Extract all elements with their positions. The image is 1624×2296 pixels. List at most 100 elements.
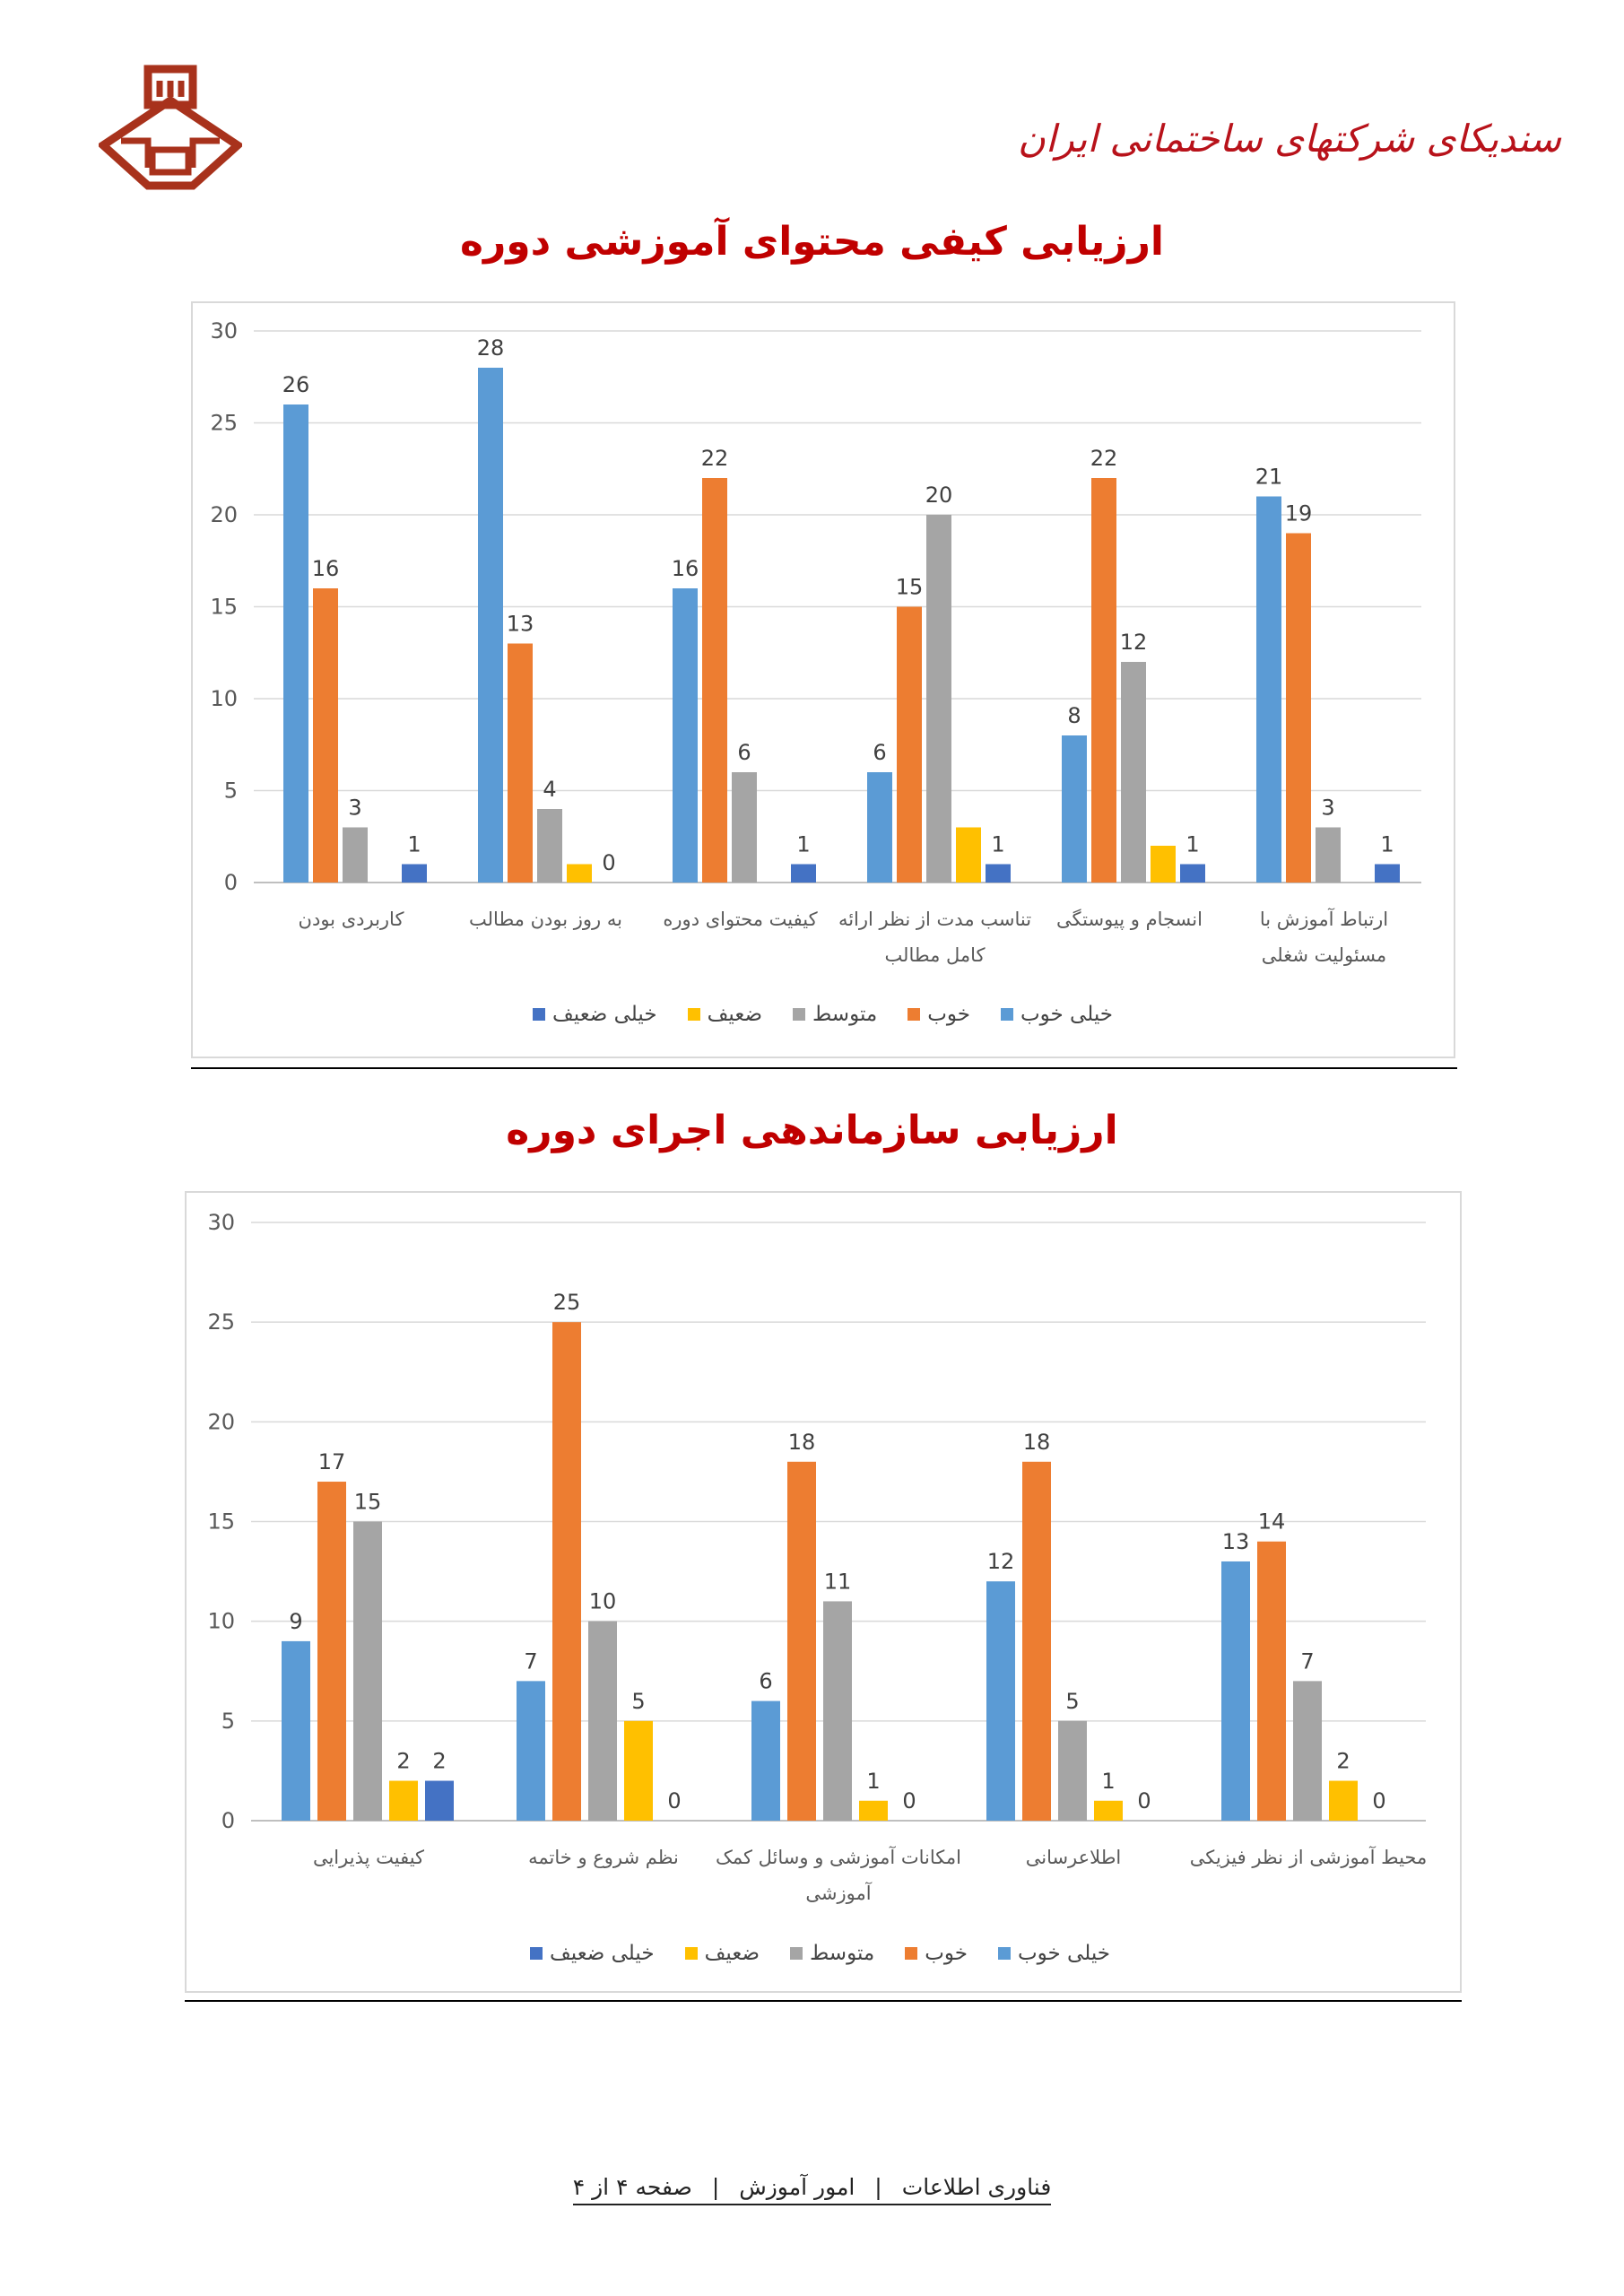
legend-label: متوسط bbox=[809, 1942, 875, 1965]
y-tick-label: 15 bbox=[210, 595, 238, 620]
data-label: 0 bbox=[1372, 1788, 1385, 1813]
legend-label: خوب bbox=[925, 1942, 968, 1965]
y-tick-label: 30 bbox=[210, 318, 238, 344]
bar bbox=[1180, 864, 1205, 883]
bar bbox=[1221, 1561, 1250, 1821]
legend-label: خیلی ضعیف bbox=[551, 1003, 657, 1026]
data-label: 14 bbox=[1258, 1509, 1286, 1535]
bar bbox=[787, 1461, 816, 1821]
data-label: 22 bbox=[1090, 446, 1118, 471]
bar bbox=[1257, 1541, 1286, 1821]
footer-separator: | bbox=[874, 2174, 882, 2200]
footer-separator: | bbox=[711, 2174, 720, 2200]
bar bbox=[926, 515, 951, 883]
bar bbox=[1375, 864, 1400, 883]
legend-swatch bbox=[532, 1008, 545, 1021]
data-label: 15 bbox=[354, 1490, 382, 1515]
bar bbox=[673, 588, 698, 883]
bar bbox=[552, 1322, 581, 1821]
bar bbox=[751, 1700, 780, 1821]
x-category-label: کیفیت پذیرایی bbox=[313, 1847, 424, 1868]
legend-swatch bbox=[1000, 1008, 1013, 1021]
y-tick-label: 20 bbox=[210, 502, 238, 527]
bar bbox=[282, 1640, 310, 1821]
bar bbox=[956, 827, 981, 883]
data-label: 5 bbox=[631, 1689, 645, 1714]
legend-item: خیلی خوب bbox=[997, 1942, 1110, 1965]
y-tick-label: 20 bbox=[207, 1409, 235, 1434]
bar bbox=[823, 1601, 852, 1821]
data-label: 3 bbox=[1321, 796, 1334, 821]
data-label: 26 bbox=[282, 372, 310, 397]
x-category-label: مسئولیت شغلی bbox=[1262, 944, 1386, 966]
bar bbox=[567, 864, 592, 883]
data-label: 6 bbox=[737, 740, 751, 765]
chart-1-title: ارزیابی کیفی محتوای آموزشی دوره bbox=[460, 219, 1164, 265]
x-category-label: نظم شروع و خاتمه bbox=[528, 1847, 679, 1869]
bar bbox=[791, 864, 816, 883]
data-label: 10 bbox=[589, 1589, 617, 1614]
legend-item: خیلی خوب bbox=[1000, 1003, 1113, 1026]
data-label: 17 bbox=[318, 1449, 346, 1474]
bar bbox=[402, 864, 427, 883]
data-label: 18 bbox=[1023, 1430, 1051, 1455]
data-label: 0 bbox=[602, 850, 615, 875]
legend-item: ضعیف bbox=[687, 1003, 762, 1026]
data-label: 25 bbox=[553, 1290, 581, 1315]
bar bbox=[343, 827, 368, 883]
legend-label: خیلی ضعیف bbox=[549, 1942, 655, 1965]
y-tick-label: 5 bbox=[224, 778, 238, 804]
bar bbox=[1256, 496, 1281, 883]
divider-2 bbox=[185, 2000, 1462, 2002]
footer-dept-it: فناوری اطلاعات bbox=[901, 2174, 1052, 2200]
y-tick-label: 15 bbox=[207, 1509, 235, 1535]
legend-swatch bbox=[684, 1947, 698, 1960]
x-category-label: تناسب مدت از نظر ارائه bbox=[838, 909, 1031, 930]
data-label: 2 bbox=[396, 1749, 410, 1774]
bar bbox=[1091, 478, 1116, 883]
x-category-label: امکانات آموزشی و وسائل کمک bbox=[716, 1846, 961, 1868]
data-label: 12 bbox=[1120, 630, 1148, 655]
data-label: 6 bbox=[759, 1669, 772, 1694]
data-label: 28 bbox=[477, 335, 505, 361]
data-label: 21 bbox=[1255, 465, 1283, 490]
y-tick-label: 25 bbox=[207, 1309, 235, 1335]
bar bbox=[517, 1681, 545, 1821]
data-label: 0 bbox=[667, 1788, 681, 1813]
legend-swatch bbox=[687, 1008, 700, 1021]
bar bbox=[1316, 827, 1341, 883]
bar bbox=[1329, 1780, 1358, 1821]
y-tick-label: 0 bbox=[224, 870, 238, 895]
legend-item: خیلی ضعیف bbox=[529, 1942, 655, 1965]
data-label: 1 bbox=[866, 1769, 880, 1794]
data-label: 2 bbox=[432, 1749, 446, 1774]
x-category-label: انسجام و پیوستگی bbox=[1056, 909, 1203, 930]
data-label: 2 bbox=[1336, 1749, 1350, 1774]
bar bbox=[537, 809, 562, 883]
chart-2-legend: خیلی خوب خوب متوسط ضعیف خیلی ضعیف bbox=[529, 1942, 1110, 1965]
bar bbox=[588, 1621, 617, 1821]
legend-label: ضعیف bbox=[707, 1003, 762, 1026]
data-label: 15 bbox=[896, 575, 924, 600]
company-logo bbox=[96, 65, 245, 190]
data-label: 16 bbox=[672, 556, 699, 581]
bar bbox=[702, 478, 727, 883]
data-label: 13 bbox=[507, 612, 534, 637]
data-label: 0 bbox=[902, 1788, 916, 1813]
y-tick-label: 25 bbox=[210, 411, 238, 436]
legend-item: خوب bbox=[905, 1942, 968, 1965]
x-category-label: کامل مطالب bbox=[884, 944, 985, 966]
bar bbox=[508, 643, 533, 883]
bar bbox=[1058, 1720, 1087, 1821]
data-label: 1 bbox=[796, 832, 810, 857]
bar bbox=[624, 1720, 653, 1821]
legend-item: ضعیف bbox=[684, 1942, 760, 1965]
bar bbox=[859, 1800, 888, 1821]
bar bbox=[1022, 1461, 1051, 1821]
legend-swatch bbox=[905, 1947, 918, 1960]
legend-label: خیلی خوب bbox=[1020, 1003, 1113, 1026]
bar bbox=[425, 1780, 454, 1821]
legend-swatch bbox=[789, 1947, 803, 1960]
